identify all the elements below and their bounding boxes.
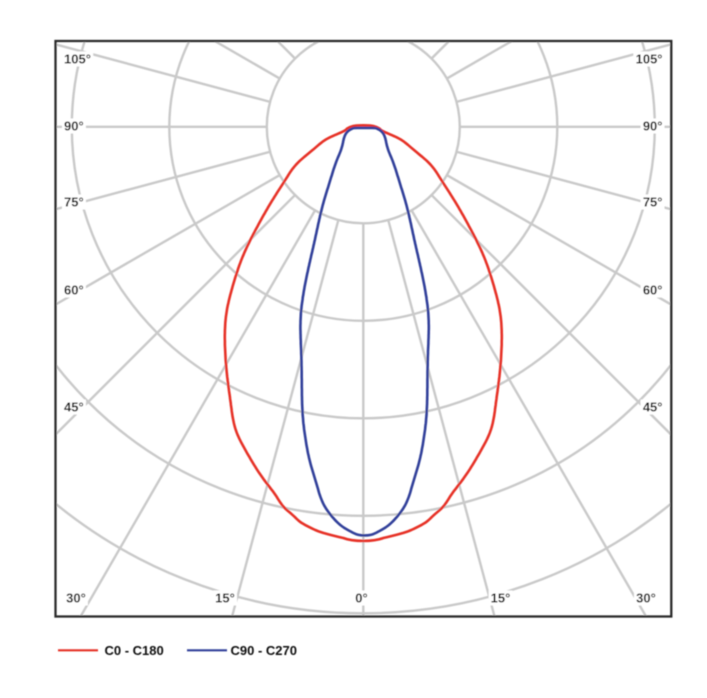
svg-text:0°: 0°: [355, 591, 367, 606]
svg-text:75°: 75°: [643, 195, 663, 210]
svg-text:30°: 30°: [636, 591, 656, 606]
svg-text:C0 - C180: C0 - C180: [105, 643, 164, 658]
svg-text:45°: 45°: [643, 400, 663, 415]
svg-text:90°: 90°: [643, 119, 663, 134]
svg-text:45°: 45°: [64, 400, 84, 415]
svg-text:60°: 60°: [643, 283, 663, 298]
svg-text:30°: 30°: [66, 591, 86, 606]
svg-text:105°: 105°: [636, 52, 663, 67]
svg-text:75°: 75°: [64, 195, 84, 210]
svg-text:90°: 90°: [64, 119, 84, 134]
svg-text:105°: 105°: [64, 52, 91, 67]
svg-text:15°: 15°: [491, 591, 511, 606]
svg-text:60°: 60°: [64, 283, 84, 298]
svg-text:C90 - C270: C90 - C270: [231, 643, 297, 658]
svg-text:15°: 15°: [215, 591, 235, 606]
